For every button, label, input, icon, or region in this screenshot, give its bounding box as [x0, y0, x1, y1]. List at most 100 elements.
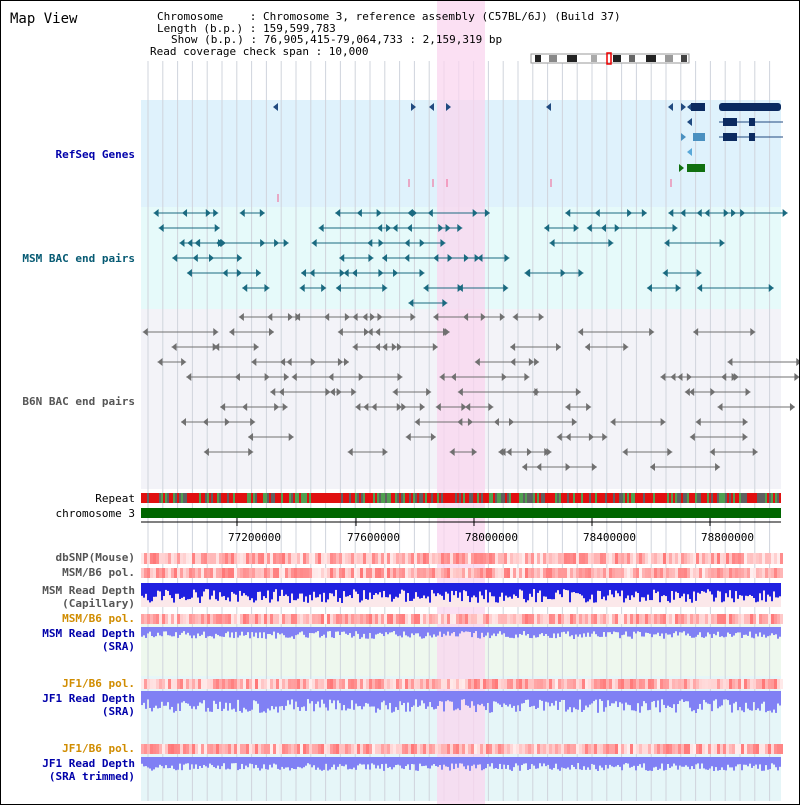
repeat-block [381, 493, 383, 503]
heat-cell [495, 553, 498, 564]
heat-cell [390, 744, 393, 754]
depth-bar [605, 583, 607, 601]
heat-cell [696, 553, 699, 564]
heat-cell [300, 614, 303, 624]
repeat-block [625, 493, 627, 503]
depth-bar [563, 583, 565, 590]
gene-arrow [679, 164, 684, 172]
repeat-block [535, 493, 537, 503]
heat-cell [480, 568, 483, 578]
depth-bar [539, 627, 541, 635]
track-label-msm-bac[interactable]: MSM BAC end pairs [22, 252, 135, 265]
bac-end-marker [510, 343, 516, 351]
depth-bar [607, 691, 609, 701]
repeat-block [177, 493, 179, 503]
heat-cell [213, 744, 216, 754]
depth-bar [443, 691, 445, 712]
depth-bar [583, 757, 585, 767]
repeat-block [647, 493, 649, 503]
depth-bar [773, 757, 775, 765]
bac-end-marker [220, 403, 226, 411]
heat-cell [183, 553, 186, 564]
depth-bar [385, 691, 387, 706]
heat-cell [441, 553, 444, 564]
repeat-block [273, 493, 275, 503]
depth-bar [759, 691, 761, 711]
depth-bar [601, 691, 603, 701]
depth-bar [161, 757, 163, 767]
heat-cell [543, 614, 546, 624]
depth-bar [551, 691, 553, 704]
depth-bar [599, 691, 601, 700]
depth-bar [217, 627, 219, 636]
bac-end-marker [695, 418, 701, 426]
depth-bar [229, 627, 231, 638]
depth-bar [777, 757, 779, 771]
heat-cell [441, 614, 444, 624]
repeat-block [593, 493, 595, 503]
heat-cell [633, 568, 636, 578]
heat-cell [213, 614, 216, 624]
depth-bar [363, 583, 365, 591]
repeat-block [339, 493, 341, 503]
depth-bar [647, 583, 649, 595]
heat-cell [507, 744, 510, 754]
chromosome-bar [141, 508, 781, 518]
heat-cell [414, 614, 417, 624]
heat-cell [396, 744, 399, 754]
heat-cell [657, 553, 660, 564]
heat-cell [360, 679, 363, 689]
depth-bar [345, 583, 347, 597]
heat-cell [777, 553, 780, 564]
depth-bar [241, 691, 243, 713]
heat-cell [150, 614, 153, 624]
heat-cell [267, 553, 270, 564]
depth-bar [207, 583, 209, 590]
track-label-b6n-bac[interactable]: B6N BAC end pairs [22, 395, 135, 408]
heat-cell [765, 679, 768, 689]
heat-cell [708, 568, 711, 578]
repeat-block [779, 493, 781, 503]
depth-bar [303, 757, 305, 768]
heat-cell [327, 568, 330, 578]
heat-cell [240, 553, 243, 564]
depth-bar [219, 757, 221, 770]
repeat-block [155, 493, 157, 503]
depth-bar [299, 583, 301, 594]
track-label-refseq[interactable]: RefSeq Genes [55, 148, 135, 161]
heat-cell [675, 679, 678, 689]
depth-bar [659, 583, 661, 603]
heat-cell [180, 679, 183, 689]
heat-cell [594, 744, 597, 754]
repeat-block [437, 493, 439, 503]
heat-cell [654, 744, 657, 754]
depth-bar [287, 757, 289, 768]
heat-cell [702, 553, 705, 564]
bac-end-marker [440, 239, 446, 247]
depth-bar [347, 583, 349, 597]
depth-bar [143, 583, 145, 598]
heat-cell [507, 614, 510, 624]
depth-bar [703, 627, 705, 638]
bac-end-marker [282, 403, 288, 411]
heat-cell [534, 568, 537, 578]
axis-tick-label: 78000000 [465, 531, 518, 544]
heat-cell [546, 568, 549, 578]
heat-cell [408, 568, 411, 578]
repeat-block [359, 493, 361, 503]
depth-bar [649, 691, 651, 710]
depth-bar [459, 627, 461, 634]
depth-bar [655, 691, 657, 708]
depth-bar [341, 627, 343, 632]
bac-end-marker [457, 418, 463, 426]
heat-cell [504, 553, 507, 564]
heat-cell [522, 614, 525, 624]
repeat-block [665, 493, 667, 503]
depth-bar [555, 757, 557, 764]
depth-bar [733, 757, 735, 771]
heat-cell [618, 553, 621, 564]
heat-cell [696, 568, 699, 578]
depth-bar [661, 757, 663, 764]
heat-cell [342, 553, 345, 564]
